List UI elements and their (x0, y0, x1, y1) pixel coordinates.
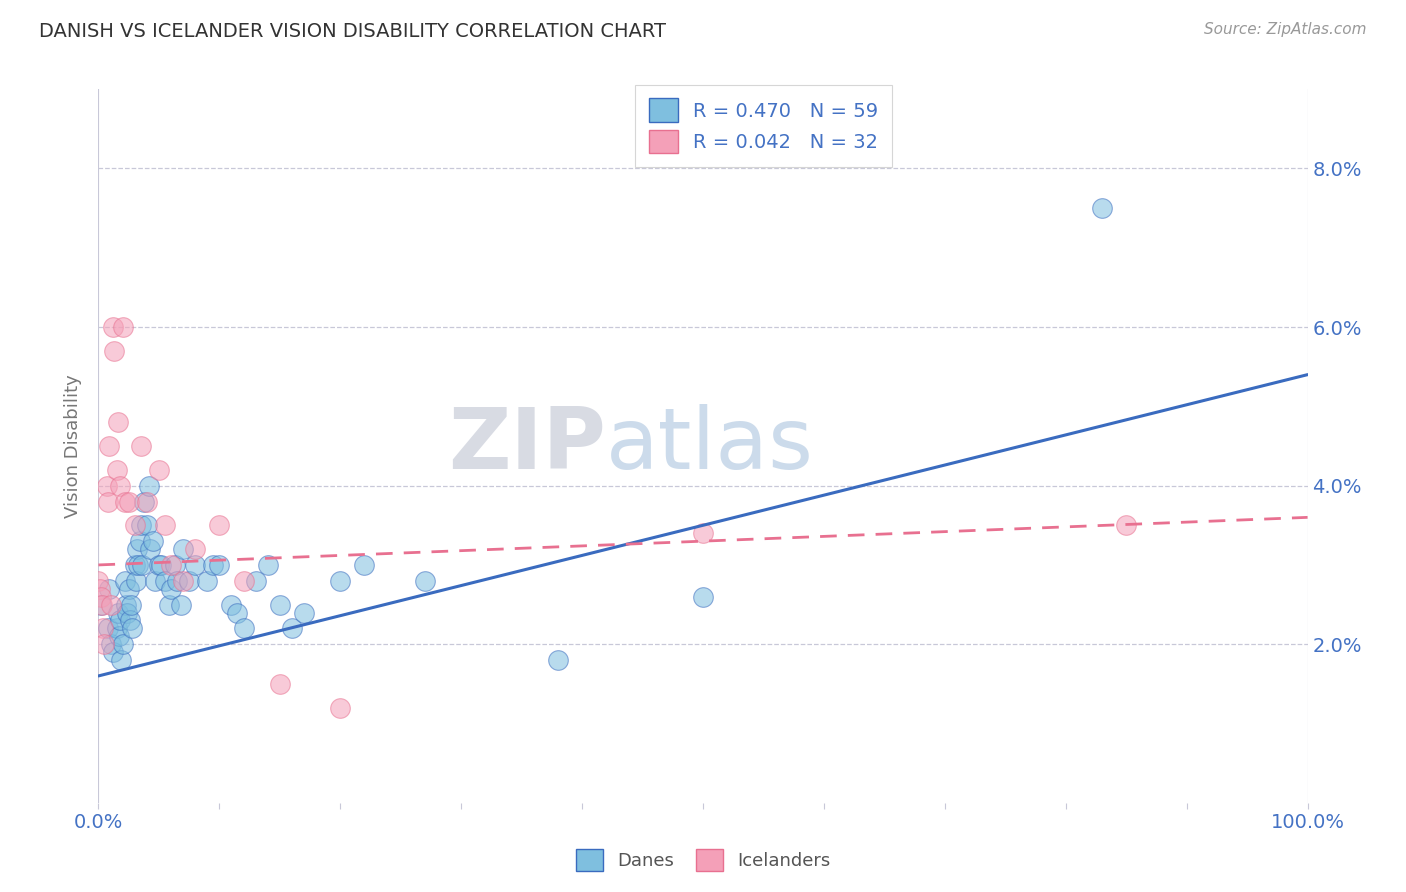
Point (117, 606, 139, 620)
Point (226, 606, 249, 620)
Point (105, 621, 128, 635)
Point (100, 598, 122, 612)
Point (118, 614, 141, 628)
Point (169, 598, 191, 612)
Point (118, 494, 141, 508)
Point (134, 494, 156, 508)
Point (91, 598, 114, 612)
Point (138, 478, 160, 492)
Point (90, 590, 112, 604)
Point (127, 542, 149, 557)
Point (195, 574, 218, 588)
Point (329, 574, 352, 588)
Point (179, 574, 201, 588)
Point (129, 518, 152, 533)
Point (118, 582, 141, 596)
Point (281, 621, 304, 635)
Point (87, 574, 110, 588)
Point (111, 320, 134, 334)
Point (329, 700, 352, 714)
Point (692, 590, 714, 604)
Point (129, 439, 152, 453)
Y-axis label: Vision Disability: Vision Disability (65, 374, 83, 518)
Point (160, 582, 183, 596)
Point (163, 558, 186, 572)
Point (148, 558, 170, 572)
Point (413, 574, 436, 588)
Point (153, 518, 176, 533)
Point (108, 478, 131, 492)
Point (245, 574, 267, 588)
Point (101, 320, 124, 334)
Point (232, 574, 254, 588)
Point (97, 621, 120, 635)
Point (89, 582, 111, 596)
Point (150, 558, 173, 572)
Point (166, 574, 188, 588)
Point (184, 558, 207, 572)
Point (101, 645, 124, 659)
Point (128, 534, 150, 549)
Text: Source: ZipAtlas.com: Source: ZipAtlas.com (1204, 22, 1367, 37)
Point (124, 558, 146, 572)
Point (100, 637, 122, 651)
Point (105, 463, 128, 477)
Point (125, 574, 148, 588)
Point (93, 637, 115, 651)
Point (139, 542, 162, 557)
Point (184, 542, 207, 557)
Point (208, 518, 231, 533)
Point (157, 598, 180, 612)
Point (269, 598, 291, 612)
Point (143, 574, 166, 588)
Point (208, 558, 231, 572)
Text: atlas: atlas (606, 404, 814, 488)
Point (107, 606, 129, 620)
Point (221, 598, 243, 612)
Point (124, 518, 146, 533)
Point (111, 637, 134, 651)
Point (108, 614, 131, 628)
Legend: R = 0.470   N = 59, R = 0.042   N = 32: R = 0.470 N = 59, R = 0.042 N = 32 (636, 85, 891, 167)
Point (96, 478, 118, 492)
Point (114, 574, 136, 588)
Point (202, 558, 225, 572)
Point (269, 677, 291, 691)
Point (115, 598, 138, 612)
Point (108, 629, 131, 643)
Point (353, 558, 375, 572)
Point (232, 621, 254, 635)
Legend: Danes, Icelanders: Danes, Icelanders (568, 842, 838, 879)
Point (127, 558, 149, 572)
Point (292, 606, 315, 620)
Point (135, 494, 157, 508)
Text: ZIP: ZIP (449, 404, 606, 488)
Point (120, 598, 142, 612)
Text: DANISH VS ICELANDER VISION DISABILITY CORRELATION CHART: DANISH VS ICELANDER VISION DISABILITY CO… (39, 22, 666, 41)
Point (172, 574, 194, 588)
Point (160, 558, 183, 572)
Point (107, 415, 129, 429)
Point (135, 518, 157, 533)
Point (131, 558, 153, 572)
Point (692, 526, 714, 541)
Point (98, 439, 121, 453)
Point (121, 621, 143, 635)
Point (91, 621, 114, 635)
Point (103, 343, 125, 358)
Point (97, 494, 120, 508)
Point (547, 653, 569, 667)
Point (1115, 518, 1137, 533)
Point (172, 542, 194, 557)
Point (110, 653, 132, 667)
Point (90, 598, 112, 612)
Point (142, 534, 165, 549)
Point (256, 558, 278, 572)
Point (148, 463, 170, 477)
Point (114, 494, 136, 508)
Point (153, 574, 176, 588)
Point (98, 582, 121, 596)
Point (1091, 201, 1114, 215)
